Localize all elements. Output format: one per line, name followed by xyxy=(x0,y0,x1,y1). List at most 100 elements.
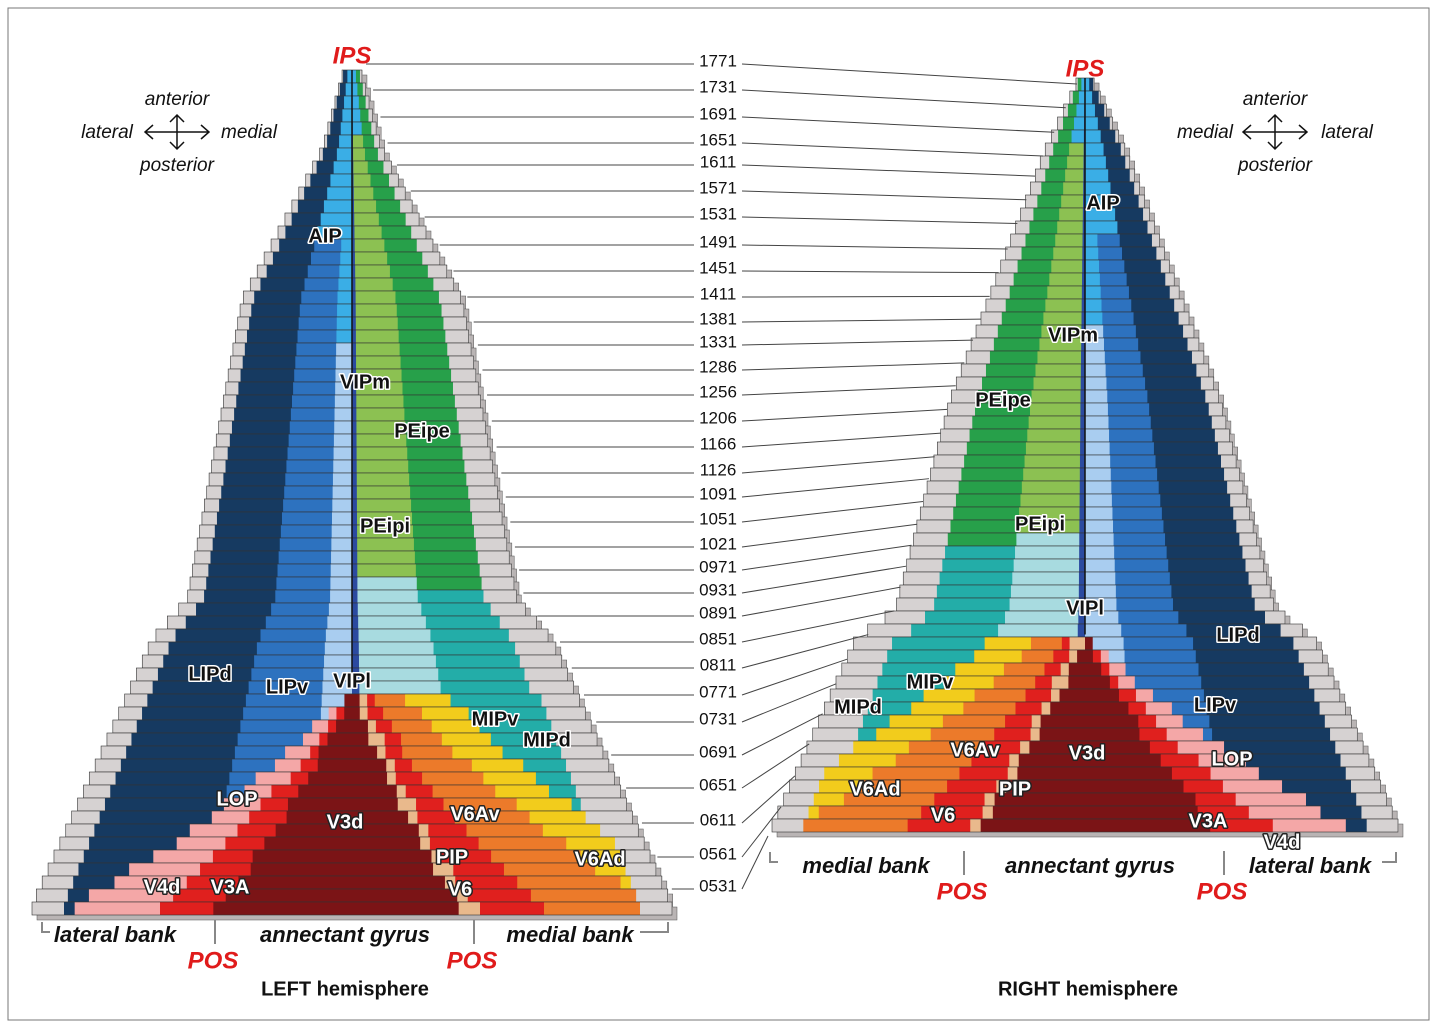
orientation: lateral xyxy=(81,122,134,143)
area-segment xyxy=(401,733,442,746)
area-segment xyxy=(169,642,258,655)
area-segment xyxy=(1170,572,1249,585)
area-segment xyxy=(376,200,401,213)
area-segment xyxy=(1085,286,1101,299)
area-segment xyxy=(998,325,1042,338)
area-segment xyxy=(398,798,417,811)
area-segment xyxy=(353,135,364,148)
area-segment xyxy=(1017,767,1172,780)
area-segment xyxy=(1117,221,1148,234)
area-segment xyxy=(621,876,632,889)
area-segment xyxy=(352,460,357,473)
area-segment xyxy=(1105,351,1141,364)
area-segment xyxy=(451,369,476,382)
area-segment xyxy=(216,434,230,447)
area-segment xyxy=(334,434,353,447)
area-segment xyxy=(1209,715,1325,728)
area-segment xyxy=(406,785,433,798)
area-segment xyxy=(1126,663,1200,676)
area-segment xyxy=(243,707,321,720)
area-segment xyxy=(357,551,415,564)
area-segment xyxy=(331,538,352,551)
sulcus-label: IPS xyxy=(333,42,372,69)
area-segment xyxy=(352,629,359,642)
area-segment xyxy=(327,616,352,629)
area-segment xyxy=(1085,104,1096,117)
area-segment xyxy=(1122,247,1157,260)
area-segment xyxy=(924,494,957,507)
area-segment xyxy=(328,720,337,733)
area-segment xyxy=(1085,156,1106,169)
area-segment xyxy=(301,759,319,772)
area-segment xyxy=(333,109,343,122)
area-segment xyxy=(985,793,996,806)
area-segment xyxy=(1145,377,1201,390)
area-segment xyxy=(1299,650,1323,663)
area-segment xyxy=(1104,338,1139,351)
area-segment xyxy=(1043,312,1082,325)
area-segment xyxy=(202,512,218,525)
area-segment xyxy=(1128,702,1146,715)
area-segment xyxy=(352,655,360,668)
area-segment xyxy=(386,759,395,772)
area-segment xyxy=(337,304,353,317)
area-segment xyxy=(927,481,959,494)
area-segment xyxy=(356,356,401,369)
area-segment xyxy=(1140,351,1192,364)
area-segment xyxy=(1163,520,1236,533)
area-segment xyxy=(1085,273,1100,286)
area-segment xyxy=(221,486,285,499)
area-segment xyxy=(495,785,549,798)
area-segment xyxy=(204,590,276,603)
area-segment xyxy=(330,577,352,590)
area-segment xyxy=(1092,91,1099,104)
area-segment xyxy=(318,759,387,772)
area-segment xyxy=(1085,130,1101,143)
area-segment xyxy=(415,551,478,564)
area-segment xyxy=(581,798,627,811)
area-segment xyxy=(271,603,329,616)
area-segment xyxy=(1236,520,1253,533)
area-segment xyxy=(359,668,439,681)
area-segment xyxy=(356,395,404,408)
area-segment xyxy=(378,148,385,161)
area-segment xyxy=(1085,546,1115,559)
area-segment xyxy=(463,447,491,460)
area-segment xyxy=(383,161,391,174)
area-segment xyxy=(571,772,615,785)
area-label: LIPd xyxy=(188,663,231,685)
section-number: 1411 xyxy=(700,284,737,303)
area-segment xyxy=(1076,104,1084,117)
area-segment xyxy=(332,525,353,538)
area-segment xyxy=(393,278,434,291)
area-segment xyxy=(260,278,305,291)
area-segment xyxy=(572,798,582,811)
area-segment xyxy=(94,824,190,837)
area-segment xyxy=(1063,117,1075,130)
area-segment xyxy=(1020,741,1030,754)
area-segment xyxy=(531,889,637,902)
orientation: posterior xyxy=(1237,155,1313,176)
area-segment xyxy=(421,603,491,616)
area-segment xyxy=(1110,676,1119,689)
area-segment xyxy=(976,325,998,338)
area-segment xyxy=(1006,247,1022,260)
area-segment xyxy=(546,707,585,720)
area-segment xyxy=(261,629,327,642)
area-segment xyxy=(809,806,820,819)
area-segment xyxy=(299,317,338,330)
area-segment xyxy=(212,811,250,824)
area-segment xyxy=(887,650,975,663)
area-label: PIP xyxy=(436,846,468,868)
area-segment xyxy=(911,702,964,715)
area-segment xyxy=(1093,637,1124,650)
area-segment xyxy=(217,512,283,525)
area-segment xyxy=(961,468,1023,481)
area-segment xyxy=(276,577,331,590)
area-segment xyxy=(1111,468,1158,481)
area-segment xyxy=(344,694,360,707)
area-segment xyxy=(363,135,375,148)
area-segment xyxy=(1125,650,1197,663)
area-segment xyxy=(814,793,845,806)
area-segment xyxy=(911,624,999,637)
